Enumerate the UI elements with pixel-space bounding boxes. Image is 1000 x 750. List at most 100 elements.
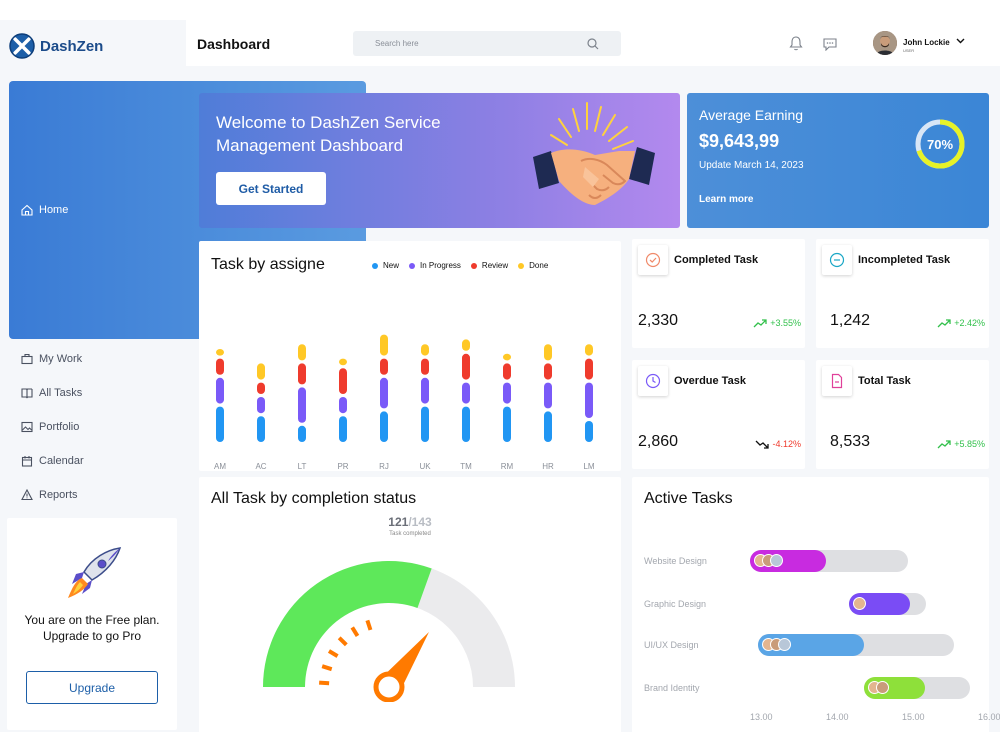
check-circle-icon (638, 245, 668, 275)
legend-new: New (372, 261, 399, 270)
bar-done-am (216, 349, 224, 356)
x-tick-label: RM (501, 462, 514, 471)
logo[interactable]: DashZen (9, 33, 103, 59)
bar-done-uk (421, 344, 429, 356)
bar-new-pr (339, 416, 347, 442)
bar-review-tm (462, 353, 470, 380)
bar-review-lm (585, 358, 593, 380)
sidebar-item-label: Calendar (39, 455, 84, 467)
time-axis-tick: 16.00 (978, 712, 1000, 722)
calendar-icon (21, 455, 33, 467)
task-by-assignee-card: Task by assigne New In Progress Review D… (199, 241, 621, 471)
bar-new-rm (503, 406, 511, 442)
legend-in-progress: In Progress (409, 261, 461, 270)
task-bar-track[interactable] (757, 634, 954, 656)
bar-done-rj (380, 334, 388, 356)
x-tick-label: PR (337, 462, 348, 471)
avatar[interactable] (873, 31, 897, 55)
bar-new-am (216, 406, 224, 442)
time-axis-tick: 15.00 (902, 712, 925, 722)
welcome-banner: Welcome to DashZen Service Management Da… (199, 93, 680, 228)
x-tick-label: LM (583, 462, 594, 471)
task-bar-track[interactable] (750, 550, 908, 572)
legend-done: Done (518, 261, 548, 270)
bar-new-tm (462, 406, 470, 442)
stat-card-overdue: Overdue Task 2,860 -4.12% (632, 360, 805, 469)
stat-change: +3.55% (753, 318, 801, 328)
sidebar-item-calendar[interactable]: Calendar (9, 447, 127, 475)
learn-more-link[interactable]: Learn more (699, 194, 754, 205)
bar-done-lt (298, 344, 306, 361)
sidebar-item-label: Reports (39, 489, 78, 501)
bar-in-progress-rm (503, 382, 511, 404)
completion-status-card: All Task by completion status 121/143 Ta… (199, 477, 621, 735)
task-bar-track[interactable] (864, 677, 970, 699)
sidebar-item-label: All Tasks (39, 387, 83, 399)
get-started-button[interactable]: Get Started (216, 172, 326, 205)
gauge-tick (350, 626, 360, 637)
stat-change: +2.42% (937, 318, 985, 328)
stat-card-incompleted: Incompleted Task 1,242 +2.42% (816, 239, 989, 348)
x-tick-label: AC (255, 462, 266, 471)
logo-text: DashZen (40, 37, 104, 55)
task-row-label: Website Design (644, 556, 707, 566)
legend-label: In Progress (420, 261, 461, 270)
stat-label: Total Task (858, 375, 911, 387)
upgrade-button[interactable]: Upgrade (26, 671, 158, 704)
app-window: DashZen Home My Work All Tasks Portfolio Cal… (0, 20, 1000, 735)
assignee-avatar (852, 597, 866, 610)
completed-count: 121 (388, 515, 409, 529)
trend-down-icon (756, 440, 770, 449)
bar-in-progress-pr (339, 397, 347, 414)
bar-in-progress-rj (380, 377, 388, 409)
bar-new-lm (585, 421, 593, 442)
earning-progress-ring (915, 119, 965, 169)
sidebar-item-label: My Work (39, 353, 83, 365)
page-title: Dashboard (197, 36, 271, 52)
sidebar-item-my-work[interactable]: My Work (9, 345, 127, 373)
gauge-tick (337, 636, 348, 647)
assignee-avatar (777, 638, 791, 651)
legend-label: Done (529, 261, 549, 270)
assignee-avatar (876, 681, 889, 694)
chevron-down-icon[interactable] (956, 38, 965, 44)
trend-up-icon (937, 439, 951, 448)
document-icon (822, 366, 852, 396)
completion-title: All Task by completion status (211, 490, 417, 507)
user-name: John Lockie (903, 38, 950, 47)
sidebar: DashZen Home My Work All Tasks Portfolio Cal… (0, 20, 366, 732)
image-icon (21, 421, 33, 433)
bar-new-ac (257, 416, 265, 442)
stat-change: -4.12% (755, 439, 801, 449)
bar-review-lt (298, 363, 306, 385)
gauge-tick (365, 619, 373, 631)
x-tick-label: LT (298, 462, 307, 471)
sidebar-item-all-tasks[interactable]: All Tasks (9, 379, 127, 407)
legend-review: Review (470, 261, 508, 270)
stacked-bar-chart: AM AC LT PR RJ UK TM RM HR LM (214, 334, 595, 471)
earning-value: $9,643,99 (699, 131, 780, 151)
trend-up-icon (937, 318, 951, 327)
user-portrait (873, 31, 897, 55)
task-bar-track[interactable] (848, 593, 926, 615)
sidebar-item-reports[interactable]: Reports (9, 481, 127, 509)
bell-icon[interactable] (789, 36, 803, 51)
total-count: /143 (408, 515, 432, 529)
sidebar-item-portfolio[interactable]: Portfolio (9, 413, 127, 441)
bar-new-rj (380, 411, 388, 442)
sidebar-item-label: Home (39, 204, 69, 216)
stat-value: 1,242 (830, 312, 871, 329)
stat-change: +5.85% (937, 439, 985, 449)
earning-percent: 70% (926, 137, 954, 152)
warning-icon (21, 489, 33, 501)
bar-done-rm (503, 353, 511, 361)
stat-label: Completed Task (674, 254, 759, 266)
search-icon[interactable] (587, 38, 599, 50)
chat-icon[interactable] (823, 37, 837, 51)
bar-new-lt (298, 425, 306, 442)
bar-review-pr (339, 368, 347, 394)
sidebar-item-label: Portfolio (39, 421, 80, 433)
task-row-label: Graphic Design (644, 599, 707, 609)
search-input[interactable]: Search here (353, 31, 621, 56)
stat-value: 8,533 (830, 433, 871, 450)
